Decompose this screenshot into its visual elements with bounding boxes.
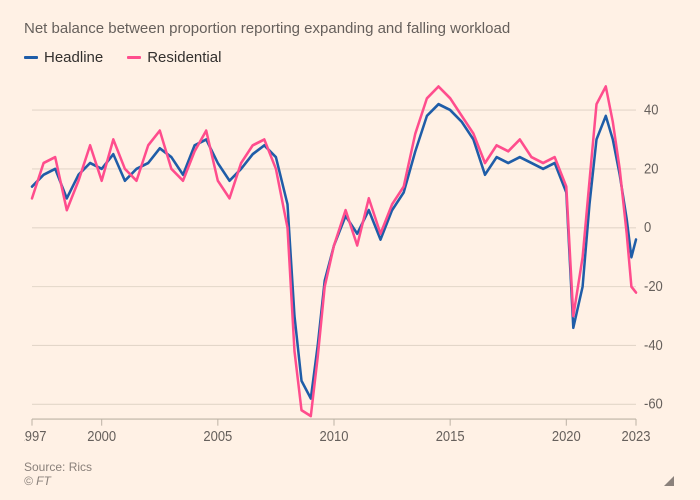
expand-icon[interactable] bbox=[662, 474, 676, 488]
chart-container: Net balance between proportion reporting… bbox=[0, 0, 700, 500]
svg-text:1997: 1997 bbox=[24, 429, 46, 445]
series-line-headline bbox=[32, 104, 636, 398]
svg-text:0: 0 bbox=[644, 220, 652, 236]
svg-text:20: 20 bbox=[644, 161, 659, 177]
svg-text:2020: 2020 bbox=[552, 429, 581, 445]
chart-footer: Source: Rics © FT bbox=[24, 460, 676, 488]
source-text: Source: Rics bbox=[24, 460, 92, 474]
copyright-text: © FT bbox=[24, 474, 92, 488]
chart-subtitle: Net balance between proportion reporting… bbox=[24, 20, 676, 37]
legend-label: Headline bbox=[44, 49, 103, 66]
svg-text:2015: 2015 bbox=[436, 429, 465, 445]
legend-item-residential: Residential bbox=[127, 49, 221, 66]
legend-swatch-headline bbox=[24, 56, 38, 59]
svg-text:2010: 2010 bbox=[320, 429, 349, 445]
svg-text:-20: -20 bbox=[644, 278, 663, 294]
svg-text:2023: 2023 bbox=[622, 429, 651, 445]
svg-text:40: 40 bbox=[644, 102, 659, 118]
legend-item-headline: Headline bbox=[24, 49, 103, 66]
svg-text:2005: 2005 bbox=[203, 429, 232, 445]
chart-plot: -60 -40 -20 0 20 40 1997 2000 2005 2010 2015 2020 20… bbox=[24, 74, 676, 450]
chart-svg: -60 -40 -20 0 20 40 1997 2000 2005 2010 2015 2020 20… bbox=[24, 74, 676, 450]
legend-swatch-residential bbox=[127, 56, 141, 59]
legend-label: Residential bbox=[147, 49, 221, 66]
legend: Headline Residential bbox=[24, 49, 676, 66]
svg-text:-60: -60 bbox=[644, 396, 663, 412]
svg-text:-40: -40 bbox=[644, 337, 663, 353]
svg-text:2000: 2000 bbox=[87, 429, 116, 445]
series-line-residential bbox=[32, 86, 636, 416]
